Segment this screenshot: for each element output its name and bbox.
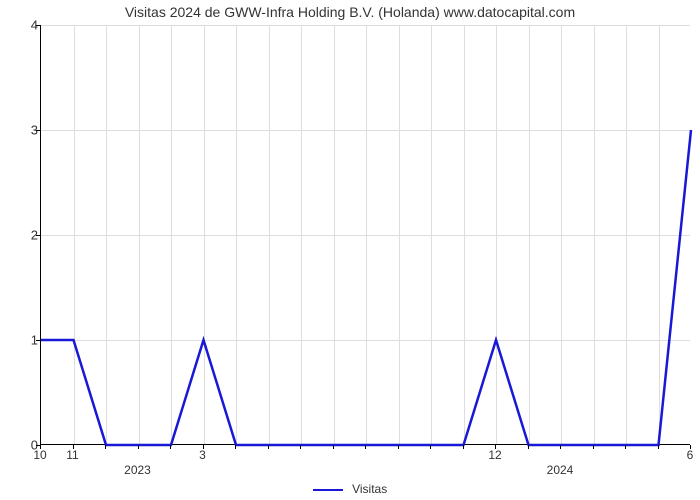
x-tick-mark xyxy=(658,445,659,449)
x-tick-label: 12 xyxy=(488,448,501,462)
legend-label: Visitas xyxy=(352,482,387,496)
x-group-label: 2024 xyxy=(547,463,574,477)
x-tick-mark xyxy=(268,445,269,449)
x-tick-mark xyxy=(593,445,594,449)
x-tick-label: 10 xyxy=(33,448,46,462)
x-tick-mark xyxy=(625,445,626,449)
x-tick-mark xyxy=(430,445,431,449)
legend-line-swatch xyxy=(313,489,343,491)
x-tick-label: 11 xyxy=(66,448,78,462)
x-tick-mark xyxy=(138,445,139,449)
chart-title: Visitas 2024 de GWW-Infra Holding B.V. (… xyxy=(0,4,700,20)
x-tick-mark xyxy=(560,445,561,449)
series-visitas-line xyxy=(41,130,691,445)
x-tick-mark xyxy=(170,445,171,449)
y-tick-mark xyxy=(36,130,40,131)
y-tick-mark xyxy=(36,235,40,236)
y-tick-mark xyxy=(36,340,40,341)
chart-container: Visitas 2024 de GWW-Infra Holding B.V. (… xyxy=(0,0,700,500)
x-tick-mark xyxy=(365,445,366,449)
x-tick-mark xyxy=(463,445,464,449)
x-tick-mark xyxy=(300,445,301,449)
x-tick-label: 6 xyxy=(687,448,694,462)
plot-area xyxy=(40,25,690,445)
x-group-label: 2023 xyxy=(124,463,151,477)
x-tick-mark xyxy=(528,445,529,449)
x-tick-mark xyxy=(105,445,106,449)
line-series-svg xyxy=(41,25,690,444)
legend: Visitas xyxy=(0,482,700,496)
x-tick-label: 3 xyxy=(199,448,206,462)
y-tick-mark xyxy=(36,25,40,26)
x-tick-mark xyxy=(333,445,334,449)
x-tick-mark xyxy=(235,445,236,449)
x-tick-mark xyxy=(398,445,399,449)
